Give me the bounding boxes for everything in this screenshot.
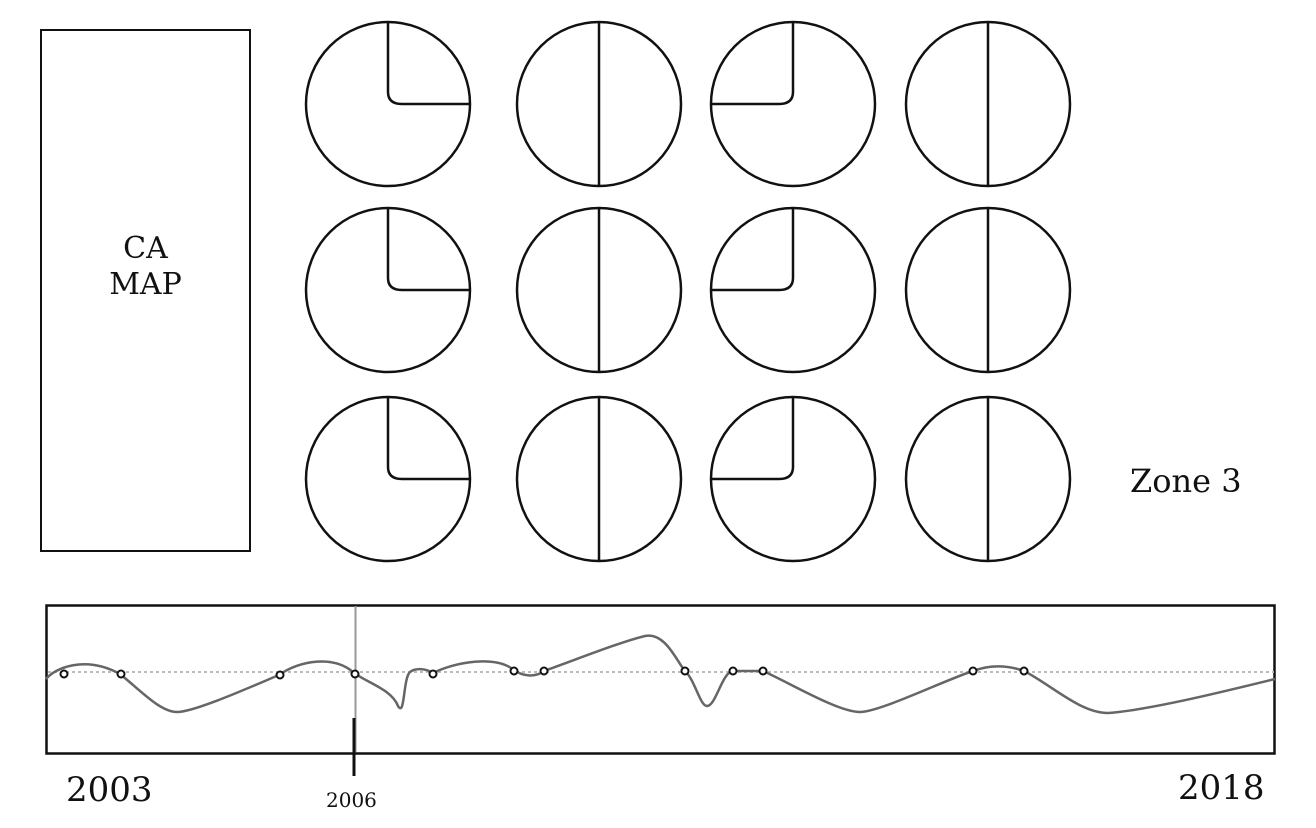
dial-divider [386, 397, 470, 481]
timeline-end-year: 2018 [1178, 768, 1265, 808]
timeline-marker-year: 2006 [326, 788, 377, 812]
timeline-point[interactable] [509, 666, 519, 676]
dial-divider [711, 208, 795, 292]
dial-divider [386, 208, 470, 292]
dial-quarter-left-r3-c3[interactable] [709, 395, 877, 563]
dial-half-r3-c2[interactable] [515, 395, 683, 563]
timeline-point[interactable] [116, 669, 126, 679]
timeline-point[interactable] [968, 666, 978, 676]
timeline-point[interactable] [728, 666, 738, 676]
timeline-point[interactable] [680, 666, 690, 676]
dial-half-r3-c4[interactable] [904, 395, 1072, 563]
timeline-point[interactable] [1019, 666, 1029, 676]
timeline-start-year: 2003 [66, 770, 153, 810]
timeline-trend-line [45, 634, 1276, 715]
timeline-point[interactable] [758, 666, 768, 676]
dial-quarter-right-r2-c1[interactable] [304, 206, 472, 374]
timeline-point[interactable] [539, 666, 549, 676]
dial-divider [386, 22, 470, 106]
timeline-frame [45, 604, 1276, 755]
dial-divider [711, 22, 795, 106]
dial-quarter-left-r1-c3[interactable] [709, 20, 877, 188]
timeline-point[interactable] [275, 670, 285, 680]
dial-divider [711, 397, 795, 481]
dial-quarter-left-r2-c3[interactable] [709, 206, 877, 374]
dial-half-r1-c4[interactable] [904, 20, 1072, 188]
dial-quarter-right-r3-c1[interactable] [304, 395, 472, 563]
timeline-point[interactable] [428, 669, 438, 679]
dial-quarter-right-r1-c1[interactable] [304, 20, 472, 188]
zone-label: Zone 3 [1130, 462, 1242, 500]
dial-half-r1-c2[interactable] [515, 20, 683, 188]
dial-half-r2-c4[interactable] [904, 206, 1072, 374]
ca-map-label: CA MAP [109, 231, 182, 303]
dial-half-r2-c2[interactable] [515, 206, 683, 374]
timeline-point[interactable] [59, 669, 69, 679]
timeline-point[interactable] [350, 669, 360, 679]
timeline-points [59, 666, 1029, 680]
ca-map-label-line2: MAP [109, 266, 182, 302]
ca-map-box[interactable]: CA MAP [40, 29, 251, 552]
ca-map-label-line1: CA [123, 230, 168, 266]
